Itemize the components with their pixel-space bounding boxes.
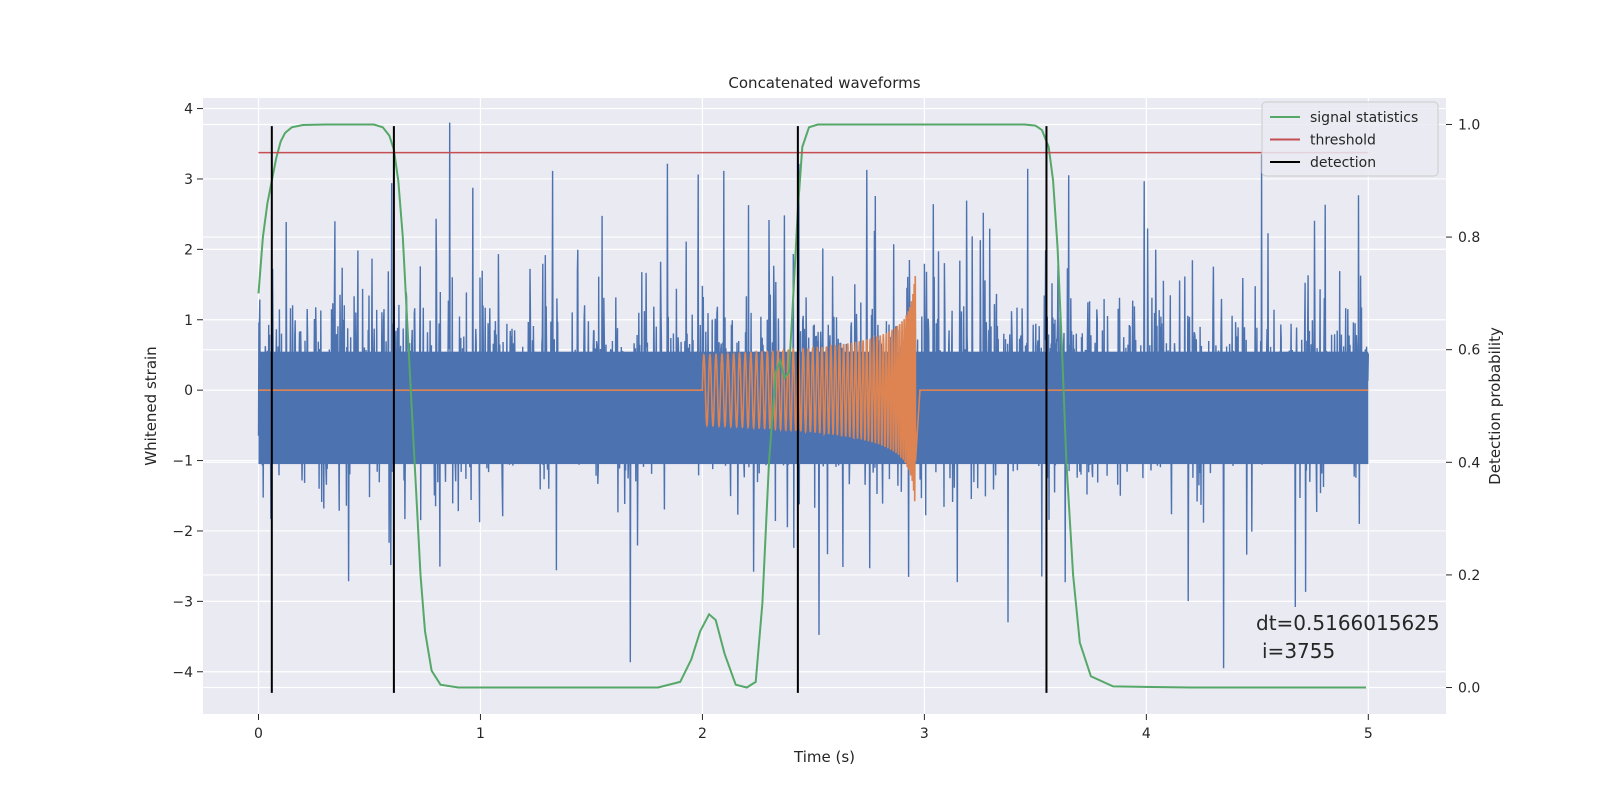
y2-tick-label: 0.8 bbox=[1458, 230, 1480, 246]
y-tick-label: 1 bbox=[184, 313, 193, 329]
x-tick-label: 1 bbox=[476, 726, 485, 742]
x-tick-label: 4 bbox=[1142, 726, 1151, 742]
y-axis-label: Whitened strain bbox=[142, 346, 160, 465]
y-tick-label: 0 bbox=[184, 383, 193, 399]
legend-box bbox=[1261, 101, 1439, 177]
bottom-axis-ticks: 0 1 2 3 4 5 bbox=[254, 714, 1373, 742]
x-tick-label: 5 bbox=[1364, 726, 1373, 742]
x-tick-label: 0 bbox=[254, 726, 263, 742]
right-y-axis-label: Detection probability bbox=[1486, 327, 1504, 485]
annotation-index: i=3755 bbox=[1262, 639, 1335, 663]
y-tick-label: 2 bbox=[184, 242, 193, 258]
y-tick-label: 3 bbox=[184, 172, 193, 188]
y-tick-label: −4 bbox=[172, 665, 193, 681]
y-tick-label: −3 bbox=[172, 594, 193, 610]
legend-label: signal statistics bbox=[1310, 110, 1418, 126]
y2-tick-label: 0.0 bbox=[1458, 681, 1480, 697]
x-axis-label: Time (s) bbox=[793, 748, 855, 766]
x-tick-label: 3 bbox=[920, 726, 929, 742]
legend-label: threshold bbox=[1310, 133, 1376, 149]
y2-tick-label: 0.2 bbox=[1458, 568, 1480, 584]
legend-label: detection bbox=[1310, 155, 1376, 171]
y2-tick-label: 1.0 bbox=[1458, 117, 1480, 133]
y2-tick-label: 0.6 bbox=[1458, 343, 1480, 359]
annotation-dt: dt=0.5166015625 bbox=[1256, 611, 1440, 635]
x-tick-label: 2 bbox=[698, 726, 707, 742]
y-tick-label: −2 bbox=[172, 524, 193, 540]
left-axis-ticks: −4 −3 −2 −1 0 1 2 3 4 bbox=[172, 102, 203, 681]
y-tick-label: −1 bbox=[172, 454, 193, 470]
chart-title: Concatenated waveforms bbox=[728, 74, 920, 92]
y-tick-label: 4 bbox=[184, 102, 193, 118]
chirp-series-line bbox=[258, 276, 1369, 502]
right-axis-ticks: 0.0 0.2 0.4 0.6 0.8 1.0 bbox=[1446, 117, 1480, 697]
legend: signal statistics threshold detection bbox=[1261, 101, 1439, 177]
series-layer bbox=[257, 122, 1369, 693]
y2-tick-label: 0.4 bbox=[1458, 455, 1480, 471]
